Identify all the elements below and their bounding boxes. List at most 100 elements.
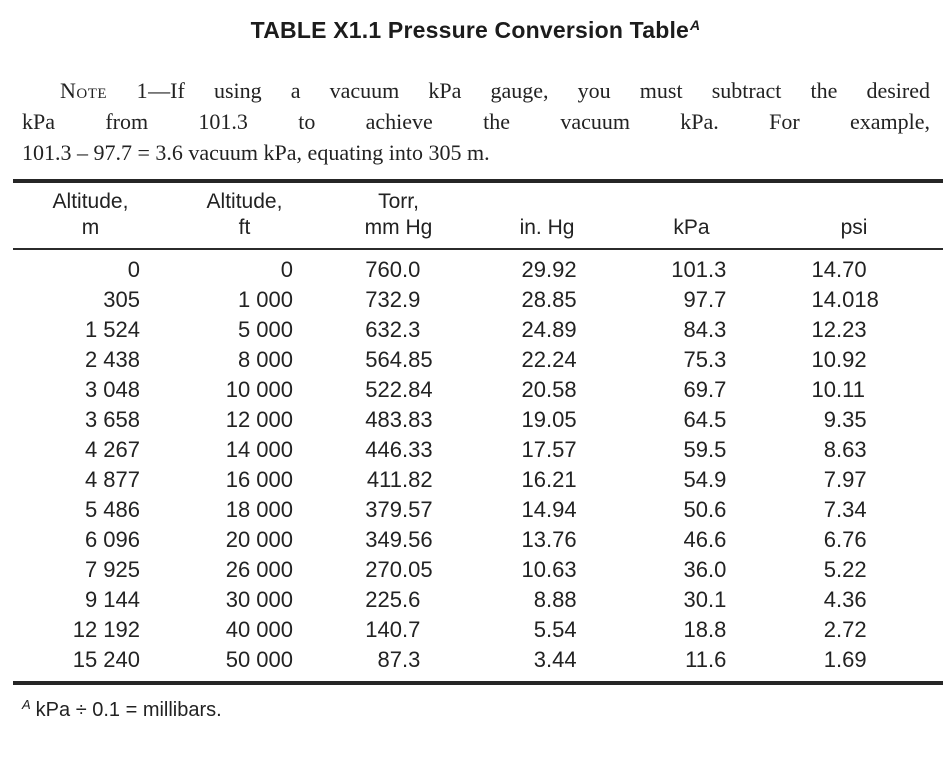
page-title: TABLE X1.1 Pressure Conversion TableA bbox=[0, 16, 951, 47]
cell-fraction-part: .54 bbox=[546, 617, 577, 642]
cell-integer-part: 87 bbox=[377, 647, 402, 672]
cell-psi: 10.11 bbox=[765, 375, 943, 405]
cell-altitude_m: 1 524 bbox=[13, 315, 168, 345]
table-row: 305 1 000 732.9 28.85 97.7 14.018 bbox=[13, 285, 943, 315]
cell-integer-part: 13 bbox=[521, 527, 546, 552]
column-header-line1 bbox=[476, 189, 618, 215]
cell-fraction-part: .85 bbox=[546, 287, 577, 312]
cell-torr_mm_hg: 349.56 bbox=[321, 525, 476, 555]
cell-integer-part: 11 bbox=[685, 647, 708, 672]
cell-fraction-part: .23 bbox=[836, 317, 867, 342]
cell-kpa: 69.7 bbox=[618, 375, 765, 405]
cell-fraction-part: .44 bbox=[546, 647, 577, 672]
cell-in_hg: 19.05 bbox=[476, 405, 618, 435]
cell-torr_mm_hg: 760.0 bbox=[321, 249, 476, 285]
cell-altitude_m: 0 bbox=[13, 249, 168, 285]
cell-altitude_m: 3 048 bbox=[13, 375, 168, 405]
table-row: 12 192 40 000 140.7 5.54 18.8 2.72 bbox=[13, 615, 943, 645]
cell-integer-part: 6 096 bbox=[84, 527, 140, 552]
note-line-2: kPa from 101.3 to achieve the vacuum kPa… bbox=[22, 109, 930, 134]
cell-integer-part: 10 bbox=[811, 377, 836, 402]
cell-kpa: 11.6 bbox=[618, 645, 765, 683]
table-row: 7 925 26 000 270.05 10.63 36.0 5.22 bbox=[13, 555, 943, 585]
cell-torr_mm_hg: 379.57 bbox=[321, 495, 476, 525]
cell-fraction-part: .6 bbox=[708, 497, 727, 522]
cell-integer-part: 50 000 bbox=[225, 647, 293, 672]
cell-integer-part: 12 192 bbox=[72, 617, 140, 642]
column-header-altitude_ft: Altitude, ft bbox=[168, 181, 321, 250]
cell-integer-part: 3 658 bbox=[84, 407, 140, 432]
cell-altitude_m: 5 486 bbox=[13, 495, 168, 525]
cell-in_hg: 10.63 bbox=[476, 555, 618, 585]
cell-psi: 4.36 bbox=[765, 585, 943, 615]
cell-integer-part: 4 bbox=[823, 587, 836, 612]
cell-altitude_m: 4 267 bbox=[13, 435, 168, 465]
column-header-psi: psi bbox=[765, 181, 943, 250]
cell-torr_mm_hg: 270.05 bbox=[321, 555, 476, 585]
cell-fraction-part: .58 bbox=[546, 377, 577, 402]
cell-integer-part: 54 bbox=[683, 467, 708, 492]
cell-psi: 12.23 bbox=[765, 315, 943, 345]
cell-altitude_ft: 8 000 bbox=[168, 345, 321, 375]
cell-altitude_ft: 0 bbox=[168, 249, 321, 285]
cell-kpa: 54.9 bbox=[618, 465, 765, 495]
cell-psi: 8.63 bbox=[765, 435, 943, 465]
cell-integer-part: 46 bbox=[683, 527, 708, 552]
cell-integer-part: 7 925 bbox=[84, 557, 140, 582]
cell-integer-part: 411 bbox=[366, 467, 402, 492]
cell-psi: 5.22 bbox=[765, 555, 943, 585]
cell-integer-part: 69 bbox=[683, 377, 708, 402]
cell-integer-part: 5 bbox=[823, 557, 836, 582]
cell-torr_mm_hg: 632.3 bbox=[321, 315, 476, 345]
cell-integer-part: 446 bbox=[365, 437, 402, 462]
cell-integer-part: 5 bbox=[533, 617, 546, 642]
cell-in_hg: 13.76 bbox=[476, 525, 618, 555]
table-body: 0 0 760.0 29.92 101.3 14.70 305 1 000 732.9 28.85… bbox=[13, 249, 943, 683]
table-header-row: Altitude, m Altitude, ft Torr, mm Hg in. Hg kPa… bbox=[13, 181, 943, 250]
cell-altitude_m: 9 144 bbox=[13, 585, 168, 615]
table-row: 6 096 20 000 349.56 13.76 46.6 6.76 bbox=[13, 525, 943, 555]
cell-fraction-part: .88 bbox=[546, 587, 577, 612]
cell-fraction-part: .3 bbox=[708, 347, 727, 372]
cell-integer-part: 24 bbox=[521, 317, 546, 342]
cell-torr_mm_hg: 483.83 bbox=[321, 405, 476, 435]
cell-fraction-part: .6 bbox=[708, 647, 727, 672]
cell-fraction-part: .33 bbox=[402, 437, 433, 462]
cell-fraction-part: .11 bbox=[836, 377, 865, 402]
note-paragraph: Note 1—If using a vacuum kPa gauge, you … bbox=[22, 75, 930, 168]
cell-integer-part: 6 bbox=[823, 527, 836, 552]
cell-in_hg: 3.44 bbox=[476, 645, 618, 683]
cell-torr_mm_hg: 564.85 bbox=[321, 345, 476, 375]
cell-fraction-part: .24 bbox=[546, 347, 577, 372]
cell-integer-part: 29 bbox=[521, 257, 546, 282]
cell-altitude_m: 305 bbox=[13, 285, 168, 315]
cell-integer-part: 7 bbox=[823, 497, 836, 522]
cell-integer-part: 16 000 bbox=[225, 467, 293, 492]
cell-kpa: 101.3 bbox=[618, 249, 765, 285]
column-header-line1 bbox=[618, 189, 765, 215]
cell-integer-part: 14 bbox=[521, 497, 546, 522]
column-header-line2: psi bbox=[840, 216, 868, 239]
cell-torr_mm_hg: 446.33 bbox=[321, 435, 476, 465]
cell-integer-part: 20 000 bbox=[225, 527, 293, 552]
cell-integer-part: 75 bbox=[683, 347, 708, 372]
cell-integer-part: 4 267 bbox=[84, 437, 140, 462]
table-row: 3 048 10 000 522.84 20.58 69.7 10.11 bbox=[13, 375, 943, 405]
cell-fraction-part: .35 bbox=[836, 407, 867, 432]
note-line-3: 101.3 – 97.7 = 3.6 vacuum kPa, equating … bbox=[22, 140, 490, 165]
cell-altitude_ft: 1 000 bbox=[168, 285, 321, 315]
table-row: 2 438 8 000 564.85 22.24 75.3 10.92 bbox=[13, 345, 943, 375]
cell-fraction-part: .63 bbox=[546, 557, 577, 582]
cell-fraction-part: .94 bbox=[546, 497, 577, 522]
cell-fraction-part: .82 bbox=[402, 467, 433, 492]
pressure-table: Altitude, m Altitude, ft Torr, mm Hg in. Hg kPa… bbox=[13, 179, 943, 685]
cell-fraction-part: .72 bbox=[836, 617, 867, 642]
cell-altitude_ft: 26 000 bbox=[168, 555, 321, 585]
cell-altitude_ft: 12 000 bbox=[168, 405, 321, 435]
cell-fraction-part: .83 bbox=[402, 407, 433, 432]
cell-integer-part: 3 bbox=[533, 647, 546, 672]
cell-altitude_ft: 14 000 bbox=[168, 435, 321, 465]
cell-integer-part: 30 000 bbox=[225, 587, 293, 612]
cell-integer-part: 15 240 bbox=[72, 647, 140, 672]
column-header-in_hg: in. Hg bbox=[476, 181, 618, 250]
